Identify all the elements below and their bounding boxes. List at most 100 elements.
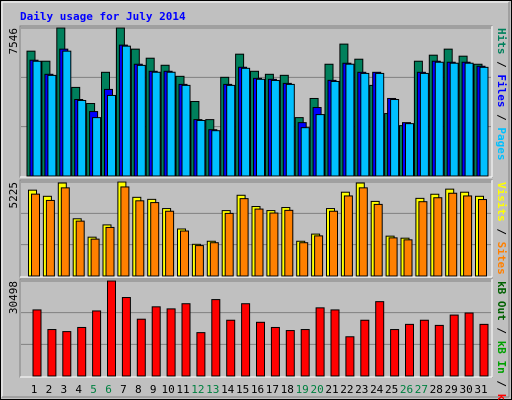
bar: [196, 332, 206, 377]
bar: [270, 79, 280, 177]
bar: [226, 319, 236, 377]
legend-separator: /: [495, 222, 508, 242]
x-tick-label: 23: [355, 383, 368, 396]
bar: [479, 323, 489, 377]
x-tick-label: 24: [370, 383, 384, 396]
legend-entry: kB F: [495, 394, 508, 400]
bar: [90, 238, 100, 277]
bar: [300, 329, 310, 377]
bar: [224, 212, 234, 277]
bar: [47, 329, 57, 377]
bar: [241, 67, 251, 177]
bar: [151, 71, 161, 177]
bar: [92, 117, 102, 177]
bar: [448, 192, 458, 277]
x-tick-label: 31: [474, 383, 487, 396]
bar: [463, 195, 473, 277]
bar: [330, 309, 340, 377]
legend-entry: kB Out: [495, 281, 508, 321]
x-tick-label: 28: [430, 383, 443, 396]
bar: [405, 123, 414, 177]
bar: [330, 80, 340, 177]
bar: [136, 318, 146, 377]
bar: [433, 197, 443, 277]
x-tick-label: 22: [340, 383, 353, 396]
x-tick-label: 20: [310, 383, 323, 396]
bar: [390, 329, 400, 377]
bar: [211, 130, 221, 177]
x-tick-label: 11: [176, 383, 189, 396]
bar: [358, 187, 368, 277]
bar: [434, 61, 444, 177]
bar: [345, 63, 355, 177]
bar: [418, 201, 428, 277]
legend: kB Out / kB In / kB F: [495, 281, 508, 400]
bar: [449, 314, 459, 377]
bar: [464, 312, 474, 377]
x-tick-label: 18: [281, 383, 294, 396]
bar: [180, 230, 189, 277]
x-tick-label: 15: [236, 383, 249, 396]
bar: [194, 245, 204, 277]
bar: [211, 299, 221, 377]
bar: [120, 186, 130, 277]
bar: [449, 62, 459, 177]
x-tick-label: 5: [90, 383, 97, 396]
bar: [105, 226, 115, 277]
bar: [166, 308, 176, 377]
bar: [62, 331, 72, 377]
bar: [209, 242, 219, 277]
bar: [150, 202, 160, 277]
bar: [329, 210, 338, 277]
x-tick-label: 27: [415, 383, 428, 396]
bar: [375, 301, 385, 377]
x-tick-label: 30: [459, 383, 472, 396]
x-tick-label: 4: [75, 383, 82, 396]
legend-separator: /: [495, 108, 508, 128]
bar: [390, 99, 400, 177]
bar: [121, 297, 131, 377]
x-tick-label: 26: [400, 383, 413, 396]
x-tick-label: 25: [385, 383, 398, 396]
bar: [226, 84, 236, 177]
x-tick-label: 16: [251, 383, 264, 396]
bar: [32, 60, 42, 177]
legend-entry: Sites: [495, 242, 508, 275]
bar: [314, 235, 324, 277]
x-tick-label: 21: [325, 383, 338, 396]
bar: [107, 280, 116, 377]
bar: [256, 78, 265, 177]
bar: [92, 310, 102, 377]
bar: [239, 198, 249, 277]
bar: [434, 324, 444, 377]
bar: [360, 72, 370, 177]
x-tick-label: 13: [206, 383, 219, 396]
bar: [75, 220, 85, 277]
x-tick-label: 14: [221, 383, 235, 396]
bar: [343, 195, 353, 277]
bar: [388, 237, 398, 277]
bar: [256, 321, 265, 377]
legend-entry: Visits: [495, 182, 508, 222]
chart-title: Daily usage for July 2014: [20, 10, 186, 23]
bar: [166, 71, 176, 177]
x-tick-label: 12: [191, 383, 204, 396]
x-tick-label: 8: [135, 383, 142, 396]
bar: [270, 326, 280, 377]
bar: [375, 72, 385, 177]
legend-entry: Pages: [495, 127, 508, 160]
x-tick-label: 3: [60, 383, 67, 396]
bar: [285, 330, 295, 377]
bar: [136, 64, 146, 177]
bar: [241, 303, 251, 377]
legend-separator: /: [495, 55, 508, 75]
bar: [478, 199, 487, 277]
x-tick-label: 10: [161, 383, 174, 396]
bar: [196, 119, 206, 177]
bar: [181, 84, 191, 177]
bar: [373, 203, 383, 277]
bar: [31, 193, 40, 277]
bar: [479, 66, 489, 177]
bar: [315, 307, 325, 377]
